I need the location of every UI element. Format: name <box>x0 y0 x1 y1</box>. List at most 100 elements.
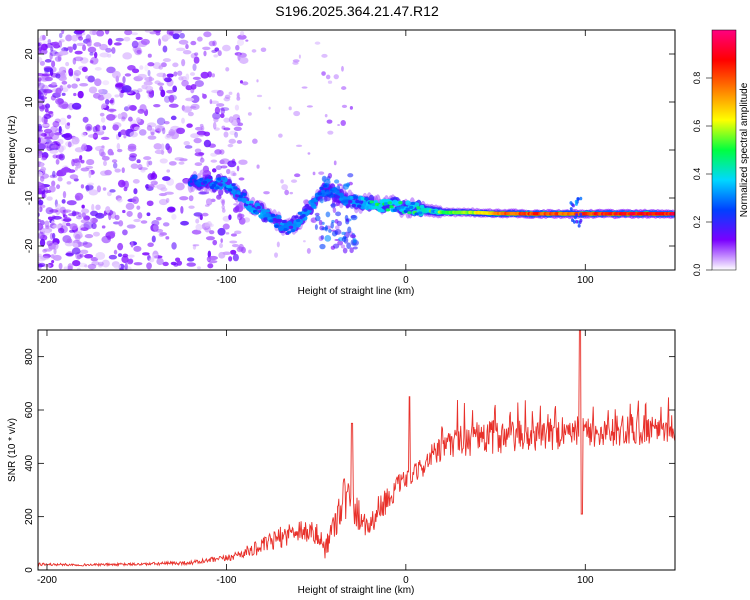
heatmap-speckle <box>54 56 62 62</box>
heatmap-x-tick-label: 100 <box>577 275 594 286</box>
heatmap-speckle <box>43 88 48 96</box>
heatmap-speckle <box>84 233 94 239</box>
heatmap-speckle <box>214 149 222 155</box>
heatmap-speckle <box>214 106 221 115</box>
heatmap-speckle <box>124 73 132 77</box>
heatmap-speckle <box>44 59 52 63</box>
heatmap-speckle <box>107 38 113 46</box>
heatmap-speckle <box>63 214 68 219</box>
heatmap-speckle <box>38 77 42 82</box>
heatmap-speckle <box>89 60 94 64</box>
heatmap-speckle <box>235 204 244 213</box>
heatmap-speckle <box>61 167 71 173</box>
heatmap-speckle <box>97 94 105 101</box>
heatmap-ridge-core <box>294 215 299 219</box>
heatmap-speckle <box>42 253 51 259</box>
heatmap-y-tick-label: 0 <box>24 147 35 153</box>
heatmap-speckle <box>40 166 47 172</box>
heatmap-ridge-core <box>238 194 243 198</box>
heatmap-speckle <box>128 155 137 162</box>
heatmap-speckle <box>49 52 53 60</box>
heatmap-speckle <box>119 91 124 98</box>
heatmap-ridge-core <box>218 183 224 187</box>
heatmap-speckle <box>276 241 280 248</box>
heatmap-speckle <box>103 92 112 100</box>
heatmap-speckle <box>166 169 171 173</box>
heatmap-speckle <box>122 52 133 60</box>
heatmap-speckle <box>326 119 333 124</box>
heatmap-ridge-core <box>249 200 254 204</box>
heatmap-speckle <box>168 161 177 166</box>
heatmap-speckle <box>38 263 44 268</box>
heatmap-ridge-branch <box>324 196 331 202</box>
heatmap-speckle <box>111 70 121 79</box>
heatmap-speckle <box>108 254 118 260</box>
heatmap-ridge-branch <box>345 218 350 223</box>
heatmap-speckle <box>75 77 81 82</box>
heatmap-speckle <box>238 217 246 225</box>
heatmap-speckle <box>123 180 129 189</box>
heatmap-speckle <box>203 131 211 137</box>
colorbar-tick-label: 0.6 <box>692 120 702 133</box>
heatmap-ridge-core <box>387 201 392 205</box>
heatmap-speckle <box>63 266 68 270</box>
heatmap-speckle <box>228 138 237 144</box>
heatmap-speckle <box>71 34 79 42</box>
heatmap-speckle <box>121 255 129 264</box>
heatmap-speckle <box>145 85 154 92</box>
heatmap-speckle <box>97 89 103 93</box>
heatmap-speckle <box>158 193 167 197</box>
heatmap-speckle <box>45 43 54 48</box>
heatmap-speckle <box>86 158 95 166</box>
heatmap-speckle <box>65 34 73 42</box>
heatmap-speckle <box>57 138 64 145</box>
heatmap-ridge-branch <box>335 199 341 207</box>
heatmap-speckle <box>223 117 230 123</box>
heatmap-ridge-core <box>234 194 240 198</box>
heatmap-speckle <box>225 67 230 72</box>
heatmap-speckle <box>158 65 164 70</box>
heatmap-speckle <box>292 59 300 63</box>
heatmap-speckle <box>118 220 124 227</box>
heatmap-speckle <box>90 210 99 217</box>
heatmap-ridge-branch <box>334 179 340 184</box>
heatmap-speckle <box>66 181 72 185</box>
heatmap-speckle <box>175 47 186 52</box>
heatmap-speckle <box>91 222 97 230</box>
heatmap-ridge-branch <box>347 173 354 178</box>
heatmap-ridge-core <box>310 199 315 203</box>
heatmap-speckle <box>321 71 326 76</box>
heatmap-speckle <box>179 196 189 201</box>
heatmap-speckle <box>100 136 110 140</box>
heatmap-speckle <box>38 205 41 213</box>
heatmap-ridge-branch <box>569 207 573 211</box>
heatmap-ridge-core <box>407 211 412 215</box>
heatmap-ridge-core <box>672 212 675 216</box>
heatmap-speckle <box>220 113 225 119</box>
heatmap-speckle <box>89 52 94 56</box>
heatmap-speckle <box>301 86 308 89</box>
heatmap-speckle <box>219 243 224 249</box>
heatmap-speckle <box>81 66 88 73</box>
heatmap-ridge-core <box>392 208 398 212</box>
snr-y-tick-label: 800 <box>24 348 35 365</box>
heatmap-speckle <box>197 36 203 42</box>
heatmap-speckle <box>44 108 49 113</box>
heatmap-speckle <box>207 71 212 78</box>
heatmap-ridge-branch <box>314 224 318 230</box>
heatmap-ridge-core <box>295 218 301 223</box>
heatmap-speckle <box>154 149 165 155</box>
heatmap-speckle <box>39 238 46 247</box>
snr-frame <box>37 329 676 571</box>
heatmap-ridge-core <box>279 222 285 226</box>
heatmap-speckle <box>228 91 233 95</box>
heatmap-speckle <box>171 213 177 220</box>
heatmap-speckle <box>56 184 61 190</box>
heatmap-speckle <box>216 89 224 97</box>
heatmap-ridge-core <box>287 230 292 234</box>
heatmap-speckle <box>219 149 225 155</box>
heatmap-speckle <box>137 163 143 171</box>
heatmap-speckle <box>105 47 112 53</box>
heatmap-speckle <box>121 85 132 93</box>
